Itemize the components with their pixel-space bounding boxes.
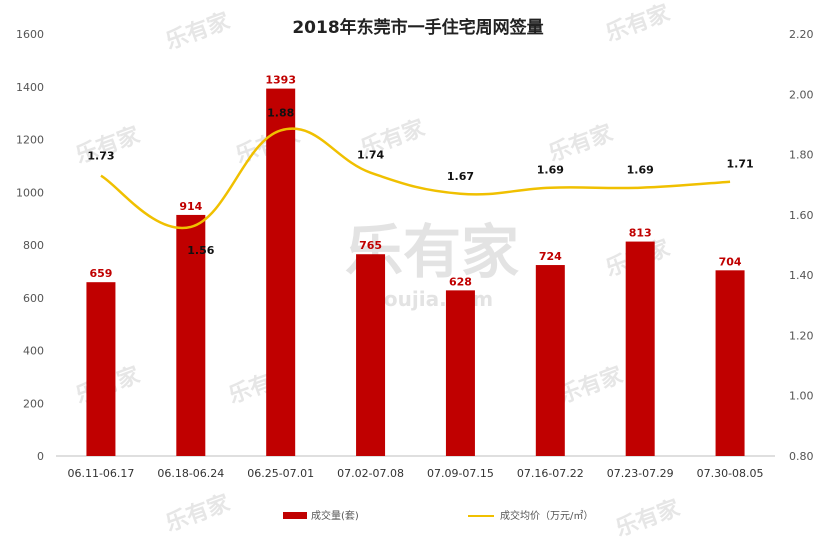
bar (86, 282, 116, 456)
left-y-tick-label: 1200 (16, 134, 44, 147)
watermark-logo-text: 乐有家 (555, 362, 627, 409)
line-value-label: 1.71 (726, 158, 753, 171)
legend: 成交量(套) 成交均价（万元/㎡） (283, 509, 593, 522)
price-line (100, 127, 731, 230)
watermark-logo-text: 乐有家 (602, 0, 674, 47)
x-tick-label: 07.02-07.08 (337, 467, 404, 480)
bar-value-label: 628 (449, 275, 472, 288)
right-y-tick-label: 2.00 (789, 88, 814, 101)
left-y-tick-label: 1400 (16, 81, 44, 94)
x-tick-label: 06.18-06.24 (157, 467, 224, 480)
line-value-label: 1.69 (537, 164, 564, 177)
watermark-logo-text: 乐有家 (612, 495, 684, 542)
chart-title: 2018年东莞市一手住宅周网签量 (292, 17, 543, 38)
left-y-tick-label: 1000 (16, 186, 44, 199)
right-y-tick-label: 1.40 (789, 269, 814, 282)
left-y-tick-label: 200 (23, 397, 44, 410)
left-y-tick-label: 600 (23, 292, 44, 305)
right-y-tick-label: 0.80 (789, 450, 814, 463)
left-y-tick-label: 800 (23, 239, 44, 252)
line-value-label: 1.74 (357, 149, 384, 162)
legend-line-label: 成交均价（万元/㎡） (500, 509, 593, 522)
bar-value-label: 659 (89, 267, 112, 280)
line-value-label: 1.73 (87, 150, 114, 163)
bar-value-label: 1393 (265, 74, 296, 87)
bar (266, 88, 296, 456)
line-series: 1.73 1.56 1.88 1.74 1.67 1.69 1.69 1.71 (87, 106, 753, 256)
left-y-tick-label: 1600 (16, 28, 44, 41)
left-y-tick-label: 400 (23, 345, 44, 358)
right-y-tick-label: 2.20 (789, 28, 814, 41)
left-y-tick-label: 0 (37, 450, 44, 463)
x-tick-label: 07.30-08.05 (697, 467, 764, 480)
bar (445, 290, 475, 456)
x-axis: 06.11-06.17 06.18-06.24 06.25-07.01 07.02-0… (67, 467, 763, 480)
x-tick-label: 07.23-07.29 (607, 467, 674, 480)
bar-value-label: 704 (719, 255, 742, 268)
left-y-axis: 0 200 400 600 800 1000 1200 1400 1600 (16, 28, 44, 463)
bar (356, 254, 386, 456)
right-y-tick-label: 1.80 (789, 149, 814, 162)
bar (176, 214, 206, 456)
line-value-label: 1.67 (447, 170, 474, 183)
x-tick-label: 07.16-07.22 (517, 467, 584, 480)
bar-value-label: 724 (539, 250, 562, 263)
right-y-tick-label: 1.60 (789, 209, 814, 222)
right-y-tick-label: 1.20 (789, 329, 814, 342)
bar-value-label: 765 (359, 239, 382, 252)
bar (535, 265, 565, 456)
x-tick-label: 06.25-07.01 (247, 467, 314, 480)
bar-value-label: 914 (179, 200, 202, 213)
watermark-logo-text: 乐有家 (162, 8, 234, 55)
right-y-axis: 0.80 1.00 1.20 1.40 1.60 1.80 2.00 2.20 (789, 28, 814, 463)
right-y-tick-label: 1.00 (789, 390, 814, 403)
line-value-label: 1.69 (627, 164, 654, 177)
bar-value-label: 813 (629, 227, 652, 240)
legend-bar-label: 成交量(套) (311, 509, 359, 522)
legend-bar-swatch (283, 512, 307, 519)
bar (715, 270, 745, 456)
line-value-label: 1.88 (267, 106, 294, 119)
bar (625, 241, 655, 456)
x-tick-label: 07.09-07.15 (427, 467, 494, 480)
bar-series: 659 914 1393 765 628 724 813 704 (86, 74, 745, 456)
line-value-label: 1.56 (187, 244, 214, 257)
x-tick-label: 06.11-06.17 (67, 467, 134, 480)
watermark-logo-text: 乐有家 (162, 490, 234, 537)
watermark-logo-text: 乐有家 (545, 120, 617, 167)
